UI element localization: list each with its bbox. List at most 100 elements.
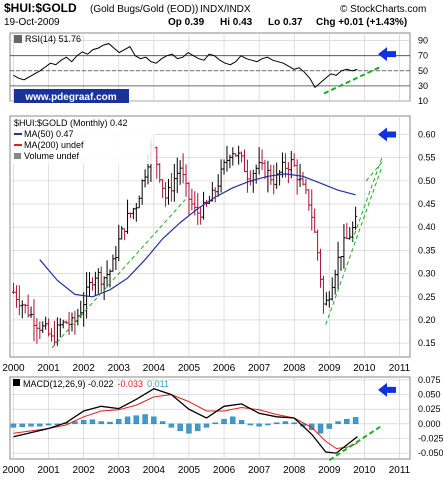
rsi-legend: RSI(14) 51.76 — [14, 34, 81, 44]
y-tick-label: 0.30 — [418, 269, 436, 279]
price-legend-symbol: $HUI:$GOLD (Monthly) 0.42 — [14, 118, 128, 128]
macd-legend-label: MACD(12,26,9) -0.022 -0.033 0.011 — [23, 379, 169, 389]
price-marks — [12, 134, 383, 349]
x-tick-label: 2008 — [283, 465, 306, 476]
price-trendline — [51, 199, 186, 349]
x-tick-label: 2002 — [73, 363, 96, 374]
low-value: Lo 0.37 — [268, 17, 303, 28]
exchange-label: INDX/INDX — [200, 4, 251, 15]
ma200-legend-label: MA(200) undef — [24, 140, 84, 150]
y-tick-label: 0.15 — [418, 338, 436, 348]
left-arrow-icon — [378, 127, 396, 142]
symbol-title: $HUI:$GOLD — [4, 1, 77, 15]
macd-histogram-bar — [247, 423, 254, 426]
macd-histogram-bar — [37, 423, 43, 427]
macd-histogram-bar — [124, 416, 131, 425]
x-tick-label: 2004 — [143, 363, 166, 374]
macd-histogram-bar — [203, 423, 210, 428]
left-arrow-icon — [378, 47, 396, 62]
macd-histogram-bar — [212, 422, 218, 425]
macd-line — [13, 387, 358, 454]
y-tick-label: -0.025 — [418, 434, 443, 444]
volume-legend-label: Volume undef — [24, 151, 80, 161]
macd-histogram-bar — [142, 414, 148, 425]
macd-histogram-bar — [177, 423, 183, 432]
macd-histogram-bar — [282, 421, 289, 425]
y-tick-label: 10 — [418, 96, 428, 106]
macd-signal-line — [13, 394, 358, 450]
macd-histogram-bar — [186, 423, 192, 434]
y-tick-label: 0.075 — [418, 375, 441, 385]
macd-histogram-bar — [335, 421, 341, 425]
macd-histogram-bar — [19, 423, 25, 427]
change-value: Chg +0.01 (+1.43%) — [316, 17, 407, 28]
y-tick-label: 0.35 — [418, 245, 436, 255]
rsi-legend-swatch — [14, 35, 22, 43]
left-arrow-icon — [378, 382, 396, 397]
y-tick-label: 30 — [418, 81, 428, 91]
y-tick-label: 0.55 — [418, 153, 436, 163]
macd-value: MACD(12,26,9) -0.022 — [23, 379, 114, 389]
macd-histogram-bar — [133, 415, 140, 425]
y-tick-label: 0.025 — [418, 404, 441, 414]
rsi-legend-label: RSI(14) 51.76 — [25, 34, 81, 44]
rsi-marks — [13, 43, 381, 95]
y-tick-label: -0.050 — [418, 448, 443, 458]
rsi-trendline — [323, 66, 381, 95]
x-tick-label: 2005 — [178, 363, 201, 374]
y-tick-label: 0.40 — [418, 222, 436, 232]
x-tick-label: 2007 — [248, 465, 271, 476]
macd-histogram-bar — [230, 416, 236, 425]
x-tick-label: 2001 — [37, 465, 60, 476]
x-tick-label: 2003 — [108, 465, 131, 476]
macd-histogram-bar — [256, 423, 262, 427]
x-tick-label: 2000 — [2, 465, 25, 476]
macd-legend-swatch — [13, 379, 20, 386]
y-tick-label: 0.20 — [418, 315, 436, 325]
macd-histogram-bar — [45, 423, 52, 426]
brand-label: © StockCharts.com — [340, 4, 426, 15]
x-tick-label: 2011 — [389, 465, 411, 476]
macd-histogram-bar — [107, 421, 113, 425]
macd-histogram-bar — [116, 418, 122, 425]
macd-x-axis: 2000 2001 2002 2003 2004 2005 2006 2007 2008 2009… — [2, 465, 410, 476]
y-tick-label: 0.50 — [418, 176, 436, 186]
price-legend-background — [12, 117, 155, 164]
chart-header: $HUI:$GOLD (Gold Bugs/Gold (EOD)) INDX/I… — [4, 1, 426, 28]
x-tick-label: 2006 — [213, 363, 236, 374]
y-tick-label: 0.000 — [418, 419, 441, 429]
y-tick-label: 0.45 — [418, 199, 436, 209]
x-tick-label: 2010 — [353, 465, 376, 476]
y-tick-label: 90 — [418, 36, 428, 46]
symbol-description: (Gold Bugs/Gold (EOD)) — [90, 4, 198, 15]
y-tick-label: 50 — [418, 66, 428, 76]
macd-histogram-bar — [168, 423, 175, 428]
x-tick-label: 2006 — [213, 465, 236, 476]
macd-grid: -0.050 -0.025 0.000 0.025 0.050 0.075 — [10, 375, 443, 459]
x-tick-label: 2009 — [318, 363, 341, 374]
price-trendline — [351, 157, 383, 242]
x-tick-label: 2005 — [178, 465, 201, 476]
signal-value: -0.033 — [118, 379, 144, 389]
date-label: 19-Oct-2009 — [4, 17, 60, 28]
price-legend: $HUI:$GOLD (Monthly) 0.42 MA(50) 0.47 MA… — [12, 117, 155, 164]
x-tick-label: 2010 — [353, 363, 376, 374]
macd-histogram-bar — [352, 417, 359, 425]
macd-histogram-bar — [98, 421, 104, 425]
price-x-axis: 2000 2001 2002 2003 2004 2005 2006 2007 2008 2009… — [2, 363, 410, 374]
macd-histogram-bar — [273, 422, 280, 425]
watermark-background — [14, 89, 129, 103]
macd-histogram-bar — [291, 422, 297, 425]
macd-histogram-bar — [221, 418, 227, 425]
macd-histogram-bar — [10, 423, 17, 428]
macd-histogram-bar — [265, 423, 271, 426]
macd-histogram-bar — [28, 423, 34, 427]
x-tick-label: 2004 — [143, 465, 166, 476]
y-tick-label: 0.050 — [418, 390, 441, 400]
macd-histogram-bar — [195, 423, 201, 432]
ma50-legend-label: MA(50) 0.47 — [24, 129, 74, 139]
x-tick-label: 2009 — [318, 465, 341, 476]
macd-trendline — [328, 425, 381, 462]
macd-histogram-bar — [326, 423, 332, 429]
